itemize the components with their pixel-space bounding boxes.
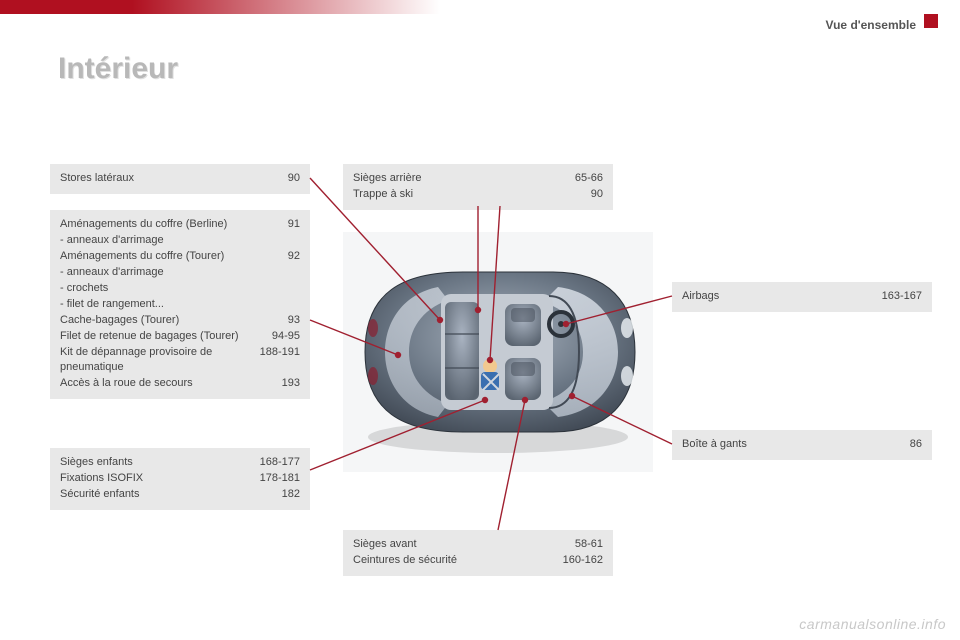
row-page: 92 [288, 249, 300, 265]
box-row: Aménagements du coffre (Berline) 91 [60, 217, 300, 233]
row-page: 178-181 [260, 471, 300, 487]
box-row: crochets [60, 281, 300, 297]
section-header: Vue d'ensemble [826, 18, 916, 32]
watermark: carmanualsonline.info [799, 616, 946, 632]
box-row: Sécurité enfants 182 [60, 487, 300, 503]
row-page: 182 [282, 487, 300, 503]
row-label: Sièges arrière [353, 171, 567, 187]
page-title: Intérieur [58, 52, 178, 86]
row-page: 58-61 [575, 537, 603, 553]
row-page: 188-191 [260, 345, 300, 377]
row-page: 86 [910, 437, 922, 453]
row-label: Accès à la roue de secours [60, 376, 274, 392]
box-coffre: Aménagements du coffre (Berline)91anneau… [50, 210, 310, 399]
row-label: Cache-bagages (Tourer) [60, 313, 280, 329]
box-row: Sièges enfants 168-177 [60, 455, 300, 471]
row-page: 160-162 [563, 553, 603, 569]
row-page: 93 [288, 313, 300, 329]
accent-bar [0, 0, 440, 14]
row-label: crochets [60, 281, 300, 297]
box-row: Sièges avant 58-61 [353, 537, 603, 553]
row-label: anneaux d'arrimage [60, 265, 300, 281]
row-page: 91 [288, 217, 300, 233]
row-label: anneaux d'arrimage [60, 233, 300, 249]
box-row: Boîte à gants 86 [682, 437, 922, 453]
box-row: filet de rangement... [60, 297, 300, 313]
row-page: 163-167 [882, 289, 922, 305]
row-label: Boîte à gants [682, 437, 902, 453]
box-stores: Stores latéraux 90 [50, 164, 310, 194]
row-page: 90 [591, 187, 603, 203]
row-label: Kit de dépannage provisoire de pneumatiq… [60, 345, 252, 377]
row-label: Ceintures de sécurité [353, 553, 555, 569]
row-page: 193 [282, 376, 300, 392]
box-gants: Boîte à gants 86 [672, 430, 932, 460]
box-enfants: Sièges enfants 168-177 Fixations ISOFIX 178… [50, 448, 310, 510]
box-row: Kit de dépannage provisoire de pneumatiq… [60, 345, 300, 377]
box-row: Accès à la roue de secours 193 [60, 376, 300, 392]
row-page: 168-177 [260, 455, 300, 471]
row-page: 90 [288, 171, 300, 187]
row-label: Sièges enfants [60, 455, 252, 471]
row-page: 94-95 [272, 329, 300, 345]
box-row: Fixations ISOFIX 178-181 [60, 471, 300, 487]
box-row: Aménagements du coffre (Tourer) 92 [60, 249, 300, 265]
row-label: filet de rangement... [60, 297, 300, 313]
box-row: Trappe à ski 90 [353, 187, 603, 203]
row-label: Filet de retenue de bagages (Tourer) [60, 329, 264, 345]
row-label: Aménagements du coffre (Tourer) [60, 249, 280, 265]
box-row: Stores latéraux 90 [60, 171, 300, 187]
row-label: Airbags [682, 289, 874, 305]
row-page: 65-66 [575, 171, 603, 187]
row-label: Sièges avant [353, 537, 567, 553]
row-label: Fixations ISOFIX [60, 471, 252, 487]
box-row: anneaux d'arrimage [60, 265, 300, 281]
box-row: Ceintures de sécurité 160-162 [353, 553, 603, 569]
box-row: Cache-bagages (Tourer) 93 [60, 313, 300, 329]
box-airbags: Airbags 163-167 [672, 282, 932, 312]
car-illustration [343, 232, 653, 472]
row-label: Sécurité enfants [60, 487, 274, 503]
box-row: Sièges arrière 65-66 [353, 171, 603, 187]
box-avant: Sièges avant 58-61 Ceintures de sécurité 16… [343, 530, 613, 576]
row-label: Aménagements du coffre (Berline) [60, 217, 280, 233]
box-arriere: Sièges arrière 65-66Trappe à ski 90 [343, 164, 613, 210]
row-label: Trappe à ski [353, 187, 583, 203]
box-row: Filet de retenue de bagages (Tourer) 94-9… [60, 329, 300, 345]
box-row: anneaux d'arrimage [60, 233, 300, 249]
row-label: Stores latéraux [60, 171, 280, 187]
accent-square [924, 14, 938, 28]
box-row: Airbags 163-167 [682, 289, 922, 305]
